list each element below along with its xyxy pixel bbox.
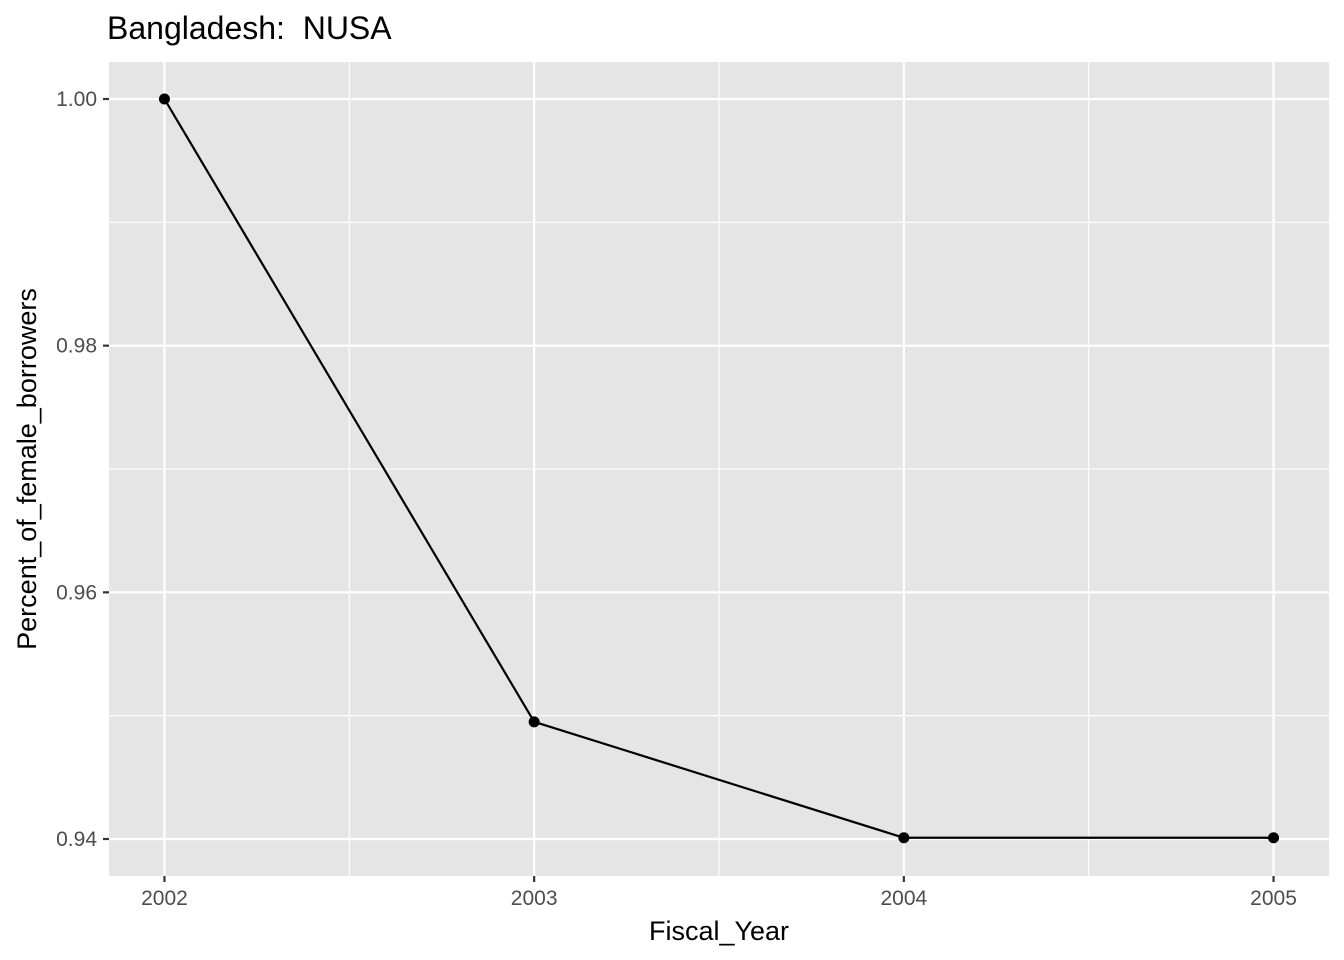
y-tick-label: 0.96 bbox=[56, 581, 97, 604]
y-tick-label: 0.94 bbox=[56, 828, 97, 851]
chart-title: Bangladesh: NUSA bbox=[107, 10, 392, 46]
x-tick-label: 2003 bbox=[511, 887, 558, 910]
y-tick-label: 1.00 bbox=[56, 88, 97, 111]
data-point bbox=[1268, 832, 1280, 844]
minor-gridlines bbox=[109, 62, 1329, 876]
y-tick-label: 0.98 bbox=[56, 335, 97, 358]
x-axis-title: Fiscal_Year bbox=[649, 916, 789, 946]
x-axis: 2002 2003 2004 2005 bbox=[141, 876, 1297, 910]
series-line bbox=[163, 98, 1274, 839]
series-layer bbox=[158, 93, 1280, 844]
x-tick-label: 2005 bbox=[1250, 887, 1297, 910]
data-point bbox=[158, 93, 170, 105]
x-tick-label: 2004 bbox=[880, 887, 927, 910]
data-point bbox=[528, 716, 540, 728]
major-gridlines bbox=[109, 62, 1329, 876]
y-axis-title: Percent_of_female_borrowers bbox=[12, 288, 42, 650]
x-tick-label: 2002 bbox=[141, 887, 188, 910]
y-axis: 0.94 0.96 0.98 1.00 bbox=[56, 88, 109, 851]
data-point bbox=[898, 832, 910, 844]
